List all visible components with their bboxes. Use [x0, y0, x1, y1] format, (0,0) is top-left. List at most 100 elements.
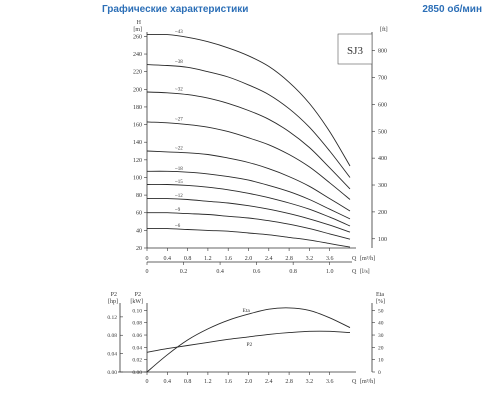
head-curve — [146, 121, 351, 200]
eta-tick-label: 40 — [378, 321, 384, 327]
h-tick-label: 240 — [133, 52, 142, 58]
q2-tick-label: 2.8 — [285, 379, 293, 385]
stage-label: ~38 — [175, 60, 183, 65]
efficiency-curve-label: Eta — [243, 308, 251, 314]
eta-tick-label: 20 — [378, 345, 384, 351]
eta-tick-label: 10 — [378, 358, 384, 364]
rotation-speed: 2850 об/мин — [422, 4, 482, 15]
q-tick-label: 2.4 — [265, 256, 273, 262]
eta-axis-unit: [%] — [376, 299, 385, 305]
model-label-box — [337, 33, 373, 65]
h-tick-label: 220 — [133, 70, 142, 76]
hp-tick-label: 0.04 — [107, 352, 117, 358]
power-curve-label: P2 — [247, 342, 253, 348]
h-axis-symbol: H — [137, 20, 142, 26]
hp-tick-label: 0.12 — [107, 315, 117, 321]
q2-tick-label: 3.6 — [326, 379, 334, 385]
h-tick-label: 100 — [133, 175, 142, 181]
ft-tick-label: 200 — [378, 210, 387, 216]
page-header: Графические характеристики 2850 об/мин — [0, 0, 500, 22]
eta-tick-label: 0 — [378, 370, 381, 376]
h-tick-label: 60 — [136, 211, 142, 217]
head-curve — [146, 228, 351, 248]
h-tick-label: 140 — [133, 140, 142, 146]
kw-tick-label: 0.00 — [132, 370, 142, 376]
h-tick-label: 20 — [136, 246, 142, 252]
q2-tick-label: 0.4 — [164, 379, 172, 385]
stage-label: ~18 — [175, 167, 183, 172]
q-tick-label: 2.8 — [285, 256, 293, 262]
q2-tick-label: 0 — [146, 379, 149, 385]
head-curve — [146, 64, 351, 178]
q2-axis-symbol: Q — [352, 379, 357, 385]
ls-tick-label: 0.2 — [180, 269, 188, 275]
h-tick-label: 40 — [136, 228, 142, 234]
head-curve — [146, 150, 351, 212]
q-axis-unit: [m³/h] — [360, 256, 375, 262]
ft-tick-label: 500 — [378, 129, 387, 135]
stage-label: ~27 — [175, 117, 183, 122]
ft-tick-label: 700 — [378, 76, 387, 82]
ft-tick-label: 400 — [378, 156, 387, 162]
stage-label: ~32 — [175, 87, 183, 92]
ft-tick-label: 100 — [378, 237, 387, 243]
q-tick-label: 3.2 — [306, 256, 314, 262]
ls-axis-unit: [l/s] — [360, 269, 370, 275]
head-curve — [146, 212, 351, 240]
ls-tick-label: 0.8 — [289, 269, 297, 275]
kw-axis-symbol: P2 — [135, 292, 141, 298]
ft-tick-label: 300 — [378, 183, 387, 189]
hp-axis-unit: [hp] — [108, 299, 118, 305]
kw-tick-label: 0.10 — [132, 308, 142, 314]
ls-tick-label: 0.4 — [216, 269, 224, 275]
q-tick-label: 1.6 — [224, 256, 232, 262]
power-curve — [146, 330, 351, 353]
ls-axis-symbol: Q — [352, 269, 357, 275]
kw-tick-label: 0.06 — [132, 333, 142, 339]
q-tick-label: 1.2 — [204, 256, 212, 262]
h-tick-label: 160 — [133, 123, 142, 129]
h-tick-label: 120 — [133, 158, 142, 164]
stage-label: ~9 — [175, 208, 181, 213]
ft-tick-label: 800 — [378, 49, 387, 55]
eta-tick-label: 30 — [378, 333, 384, 339]
h-tick-label: 80 — [136, 193, 142, 199]
q2-tick-label: 1.2 — [204, 379, 212, 385]
stage-label: ~22 — [175, 147, 183, 152]
eta-tick-label: 50 — [378, 308, 384, 314]
stage-label: ~15 — [175, 180, 183, 185]
q-axis-symbol: Q — [352, 256, 357, 262]
ls-tick-label: 0 — [146, 269, 149, 275]
q-tick-label: 0.4 — [164, 256, 172, 262]
efficiency-curve — [146, 307, 351, 373]
head-curve — [146, 198, 351, 233]
ft-tick-label: 600 — [378, 102, 387, 108]
hp-tick-label: 0.00 — [107, 370, 117, 376]
h-tick-label: 180 — [133, 105, 142, 111]
stage-label: ~12 — [175, 194, 183, 199]
q-tick-label: 3.6 — [326, 256, 334, 262]
stage-label: ~43 — [175, 30, 183, 35]
q-tick-label: 0 — [146, 256, 149, 262]
head-curve — [146, 170, 351, 220]
ls-tick-label: 0.6 — [253, 269, 261, 275]
kw-axis-unit: [kW] — [130, 299, 143, 305]
model-label: SJ3 — [347, 45, 363, 57]
h-axis-unit: [m] — [133, 27, 142, 33]
ls-tick-label: 1.0 — [326, 269, 334, 275]
hp-tick-label: 0.08 — [107, 333, 117, 339]
q2-tick-label: 2.4 — [265, 379, 273, 385]
q2-tick-label: 2.0 — [245, 379, 253, 385]
q2-tick-label: 1.6 — [224, 379, 232, 385]
q2-tick-label: 0.8 — [184, 379, 192, 385]
h-tick-label: 260 — [133, 34, 142, 40]
kw-tick-label: 0.08 — [132, 321, 142, 327]
ft-axis-unit: [ft] — [380, 26, 388, 33]
kw-tick-label: 0.04 — [132, 345, 142, 351]
eta-axis-symbol: Eta — [376, 292, 384, 298]
head-curve — [146, 91, 351, 190]
q2-tick-label: 3.2 — [306, 379, 314, 385]
head-curve — [146, 33, 351, 167]
q-tick-label: 2.0 — [245, 256, 253, 262]
